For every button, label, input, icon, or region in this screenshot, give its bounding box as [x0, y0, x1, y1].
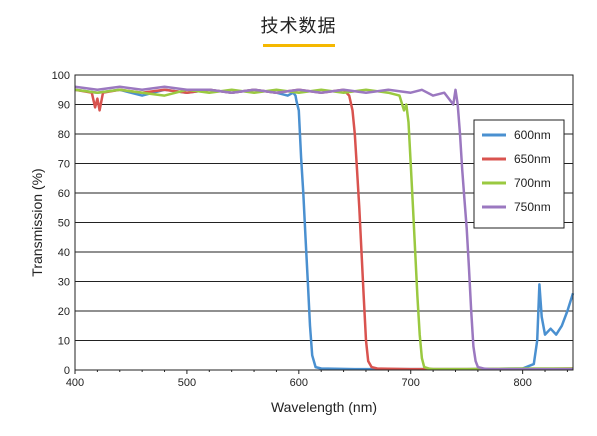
- legend-label: 650nm: [514, 152, 551, 166]
- x-tick-label: 600: [290, 377, 308, 389]
- legend-label: 750nm: [514, 200, 551, 214]
- x-axis-label: Wavelength (nm): [271, 399, 377, 415]
- y-tick-label: 90: [58, 100, 70, 112]
- legend-label: 700nm: [514, 176, 551, 190]
- header: 技术数据: [0, 12, 597, 47]
- y-tick-label: 40: [58, 247, 70, 259]
- y-tick-label: 60: [58, 188, 70, 200]
- y-tick-label: 10: [58, 336, 70, 348]
- y-axis-label: Transmission (%): [29, 168, 45, 276]
- y-tick-label: 80: [58, 129, 70, 141]
- page-title: 技术数据: [260, 16, 337, 37]
- y-tick-label: 30: [58, 277, 70, 289]
- title-underline: [262, 44, 335, 47]
- legend: 600nm 650nm 700nm 750nm: [473, 119, 565, 229]
- series-lines: [74, 85, 575, 371]
- y-tick-label: 70: [58, 159, 70, 171]
- axes: 0 10 20 30 40 50 60 70 80 90 100 400 500 600 700 800: [52, 70, 574, 389]
- legend-label: 600nm: [514, 128, 551, 142]
- x-tick-label: 400: [66, 377, 84, 389]
- y-tick-label: 100: [52, 70, 70, 82]
- y-tick-label: 20: [58, 306, 70, 318]
- x-tick-label: 700: [402, 377, 420, 389]
- y-tick-label: 0: [64, 365, 70, 377]
- series-line-750nm: [74, 85, 573, 371]
- plot-frame: [74, 74, 574, 371]
- x-tick-label: 500: [178, 377, 196, 389]
- x-tick-label: 800: [513, 377, 531, 389]
- y-tick-label: 50: [58, 218, 70, 230]
- legend-box: [473, 119, 565, 229]
